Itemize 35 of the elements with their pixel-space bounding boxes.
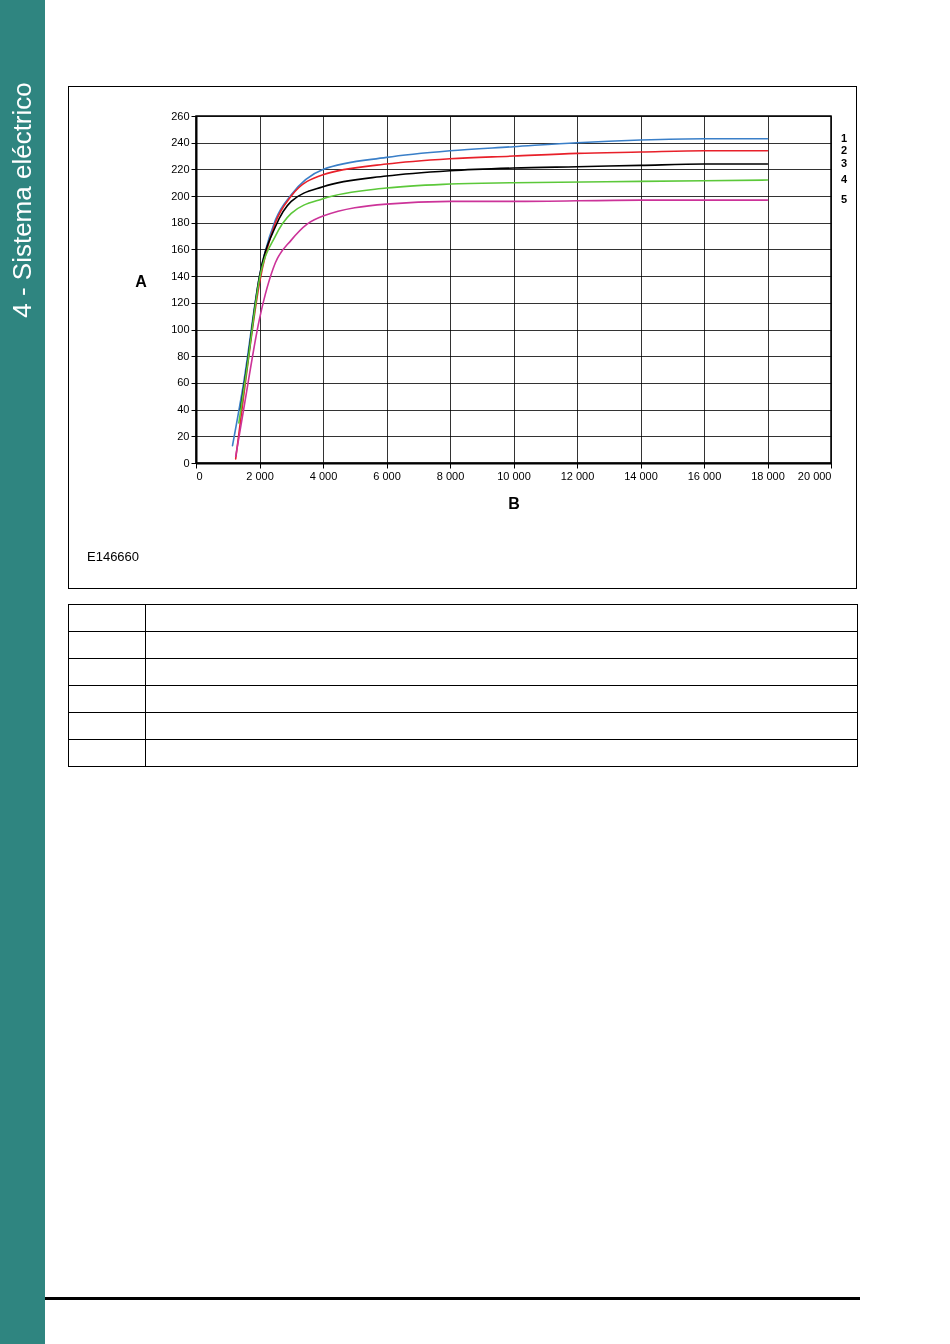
x-tick-label: 16 000: [687, 469, 722, 482]
y-tick-label: 220: [171, 162, 190, 175]
y-tick-label: 100: [171, 323, 190, 336]
y-tick-label: 120: [171, 296, 190, 309]
x-tick-label: 4 000: [309, 469, 338, 482]
y-tick-label: 180: [171, 216, 190, 229]
y-axis-title: A: [135, 273, 148, 290]
text: 2: [841, 143, 848, 156]
line-series: [234, 199, 769, 458]
text: 4 - Sistema eléctrico: [6, 82, 38, 318]
text: 5: [841, 193, 848, 206]
x-tick-label: 10 000: [497, 469, 531, 482]
x-tick-label: 12 000: [560, 469, 595, 482]
y-tick-label: 40: [177, 403, 190, 416]
x-tick-label: 6 000: [373, 469, 401, 482]
text: E146660: [87, 549, 140, 564]
y-tick-label: 80: [177, 349, 190, 362]
y-tick-label: 240: [171, 136, 190, 149]
text: 3: [841, 157, 848, 170]
y-tick-label: 60: [177, 376, 190, 389]
x-axis-title: B: [508, 494, 520, 512]
x-tick-label: 14 000: [624, 469, 658, 482]
x-tick-label: 0: [196, 469, 203, 482]
y-tick-label: 140: [171, 269, 190, 282]
y-tick-label: 200: [171, 189, 190, 202]
x-tick-label: 20 000: [797, 469, 832, 482]
y-tick-label: 20: [177, 429, 190, 442]
text: 4: [841, 173, 848, 186]
y-tick-label: 260: [171, 109, 190, 122]
x-tick-label: 2 000: [246, 469, 274, 482]
y-tick-label: 0: [183, 456, 190, 469]
y-tick-label: 160: [171, 242, 190, 255]
x-tick-label: 8 000: [436, 469, 465, 482]
x-tick-label: 18 000: [751, 469, 785, 482]
text: 1: [841, 131, 848, 144]
